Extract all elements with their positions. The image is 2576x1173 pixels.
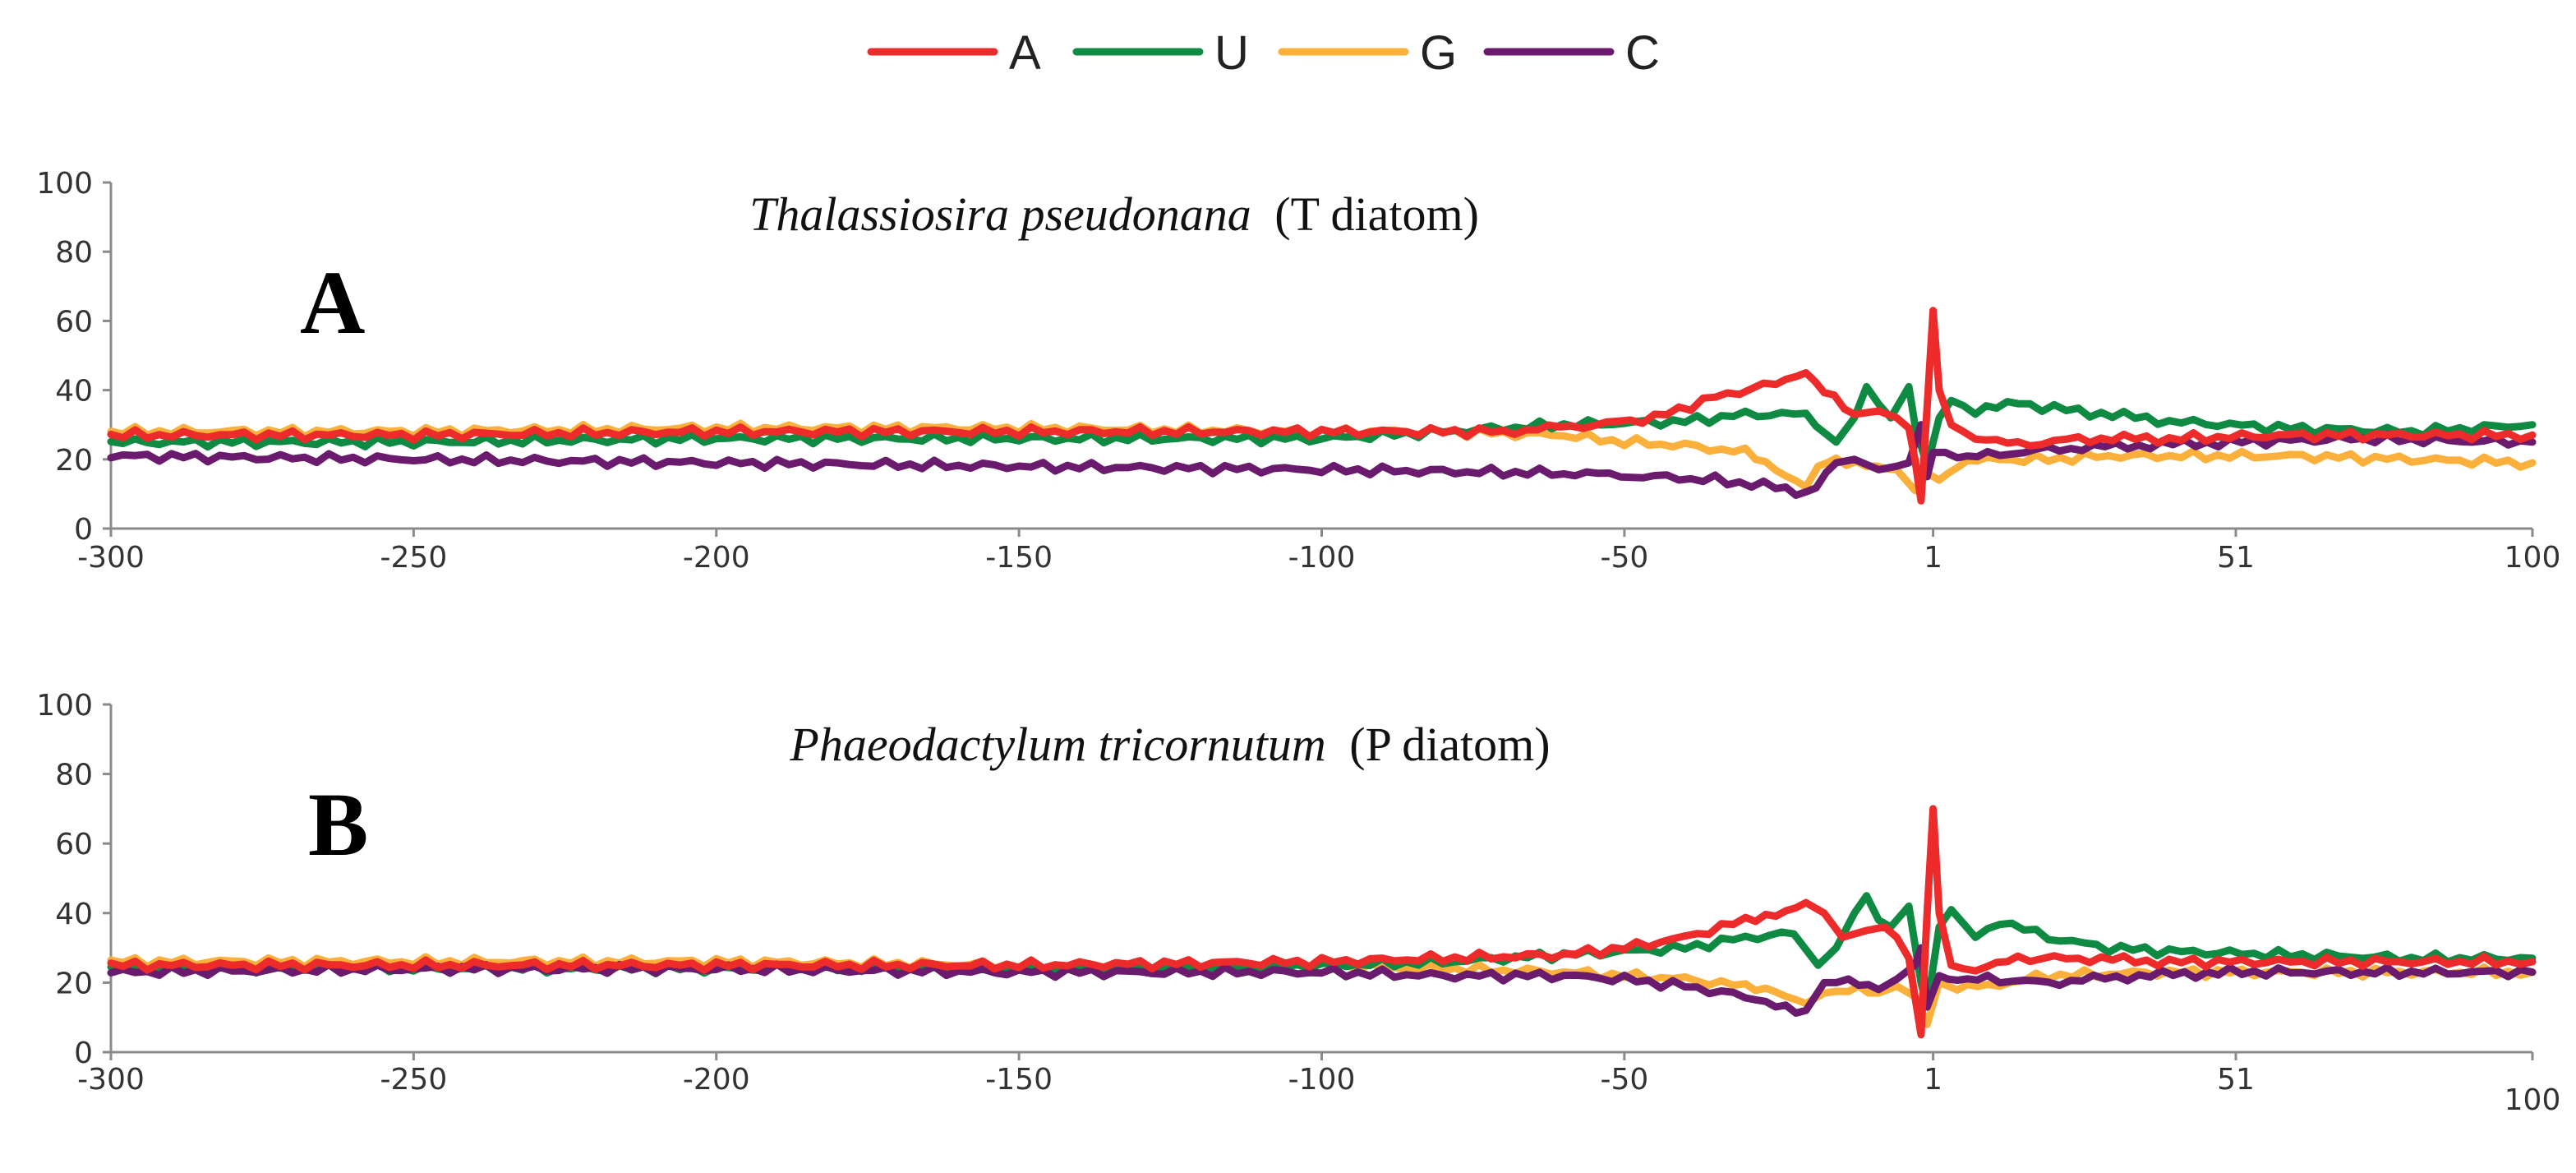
panel-b: Phaeodactylum tricornutum (P diatom) B 0… [36,689,2560,1117]
panel-a-x-tick-label: 51 [2217,541,2255,575]
panel-b-title-species: Phaeodactylum tricornutum [789,718,1325,771]
panel-b-series-a [107,805,2537,1039]
panel-a-title: Thalassiosira pseudonana (T diatom) [749,187,1479,241]
panel-a-x-tick-label: -50 [1600,541,1648,575]
panel-b-series-u [107,892,2537,1011]
panel-a-x-tick-label: -100 [1288,541,1356,575]
panel-a-y-tick-label: 60 [55,305,93,339]
panel-b-x-tick-label: 100 [2505,1083,2561,1117]
panel-b-x-tick-label: -150 [985,1063,1053,1097]
panel-a-y-tick-label: 100 [36,167,93,201]
panel-b-x-tick-label: -300 [77,1063,145,1097]
panel-b-x-tick-label: 1 [1924,1063,1942,1097]
legend-label-u: U [1214,26,1249,80]
panel-a-series-c [107,421,2537,499]
panel-b-y-tick-label: 100 [36,689,93,723]
panel-b-x-tick-label: -100 [1288,1063,1356,1097]
panel-a-x-tick-label: -200 [683,541,750,575]
panel-b-y-tick-label: 0 [74,1037,93,1070]
panel-a-x-tick-label: -300 [77,541,145,575]
panel-b-x-tick-label: -250 [380,1063,448,1097]
legend-label-a: A [1009,26,1041,80]
panel-b-title-suffix: (P diatom) [1349,718,1550,771]
panel-a-series-u [107,382,2537,470]
panel-a-x-tick-label: -150 [985,541,1053,575]
panel-a-x-tick-label: -250 [380,541,448,575]
panel-a: Thalassiosira pseudonana (T diatom) A 0 2… [36,167,2560,575]
panel-b-plot: 0 20 40 60 80 100 -300 -250 -200 -150 -100 -50 1 51 10… [36,689,2560,1117]
panel-a-series-a [107,307,2537,505]
panel-b-y-tick-label: 20 [55,967,93,1000]
panel-b-y-tick-label: 60 [55,828,93,861]
panel-b-title: Phaeodactylum tricornutum (P diatom) [789,718,1550,771]
panel-a-x-tick-label: 1 [1924,541,1942,575]
legend-label-c: C [1625,26,1660,80]
panel-a-plot: 0 20 40 60 80 100 -300 -250 -200 -150 -100 -50 1 51 10… [36,167,2560,575]
legend: A U G C [867,26,1660,80]
panel-b-x-tick-label: -50 [1600,1063,1648,1097]
panel-a-x-tick-label: 100 [2505,541,2561,575]
panel-a-title-suffix: (T diatom) [1274,187,1479,241]
panel-a-title-species: Thalassiosira pseudonana [749,187,1251,241]
panel-b-y-tick-label: 80 [55,759,93,792]
panel-b-letter: B [308,774,368,875]
panel-b-series-c [107,944,2537,1017]
panel-b-x-tick-label: -200 [683,1063,750,1097]
panel-a-y-tick-label: 80 [55,236,93,270]
panel-a-y-tick-label: 40 [55,375,93,409]
panel-a-y-tick-label: 20 [55,444,93,478]
panel-a-y-tick-label: 0 [74,513,93,547]
panel-b-x-tick-label: 51 [2217,1063,2255,1097]
legend-label-g: G [1420,26,1457,80]
panel-b-y-tick-label: 40 [55,898,93,931]
panel-a-letter: A [300,252,365,353]
